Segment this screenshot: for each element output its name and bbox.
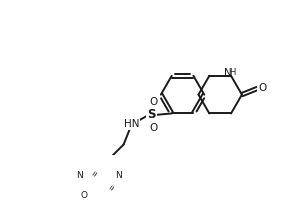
Text: O: O bbox=[258, 83, 266, 93]
Text: N: N bbox=[224, 68, 232, 78]
Text: O: O bbox=[149, 123, 157, 133]
Text: N: N bbox=[115, 171, 122, 180]
Text: =: = bbox=[106, 183, 117, 193]
Text: H: H bbox=[230, 68, 236, 77]
Text: O: O bbox=[149, 97, 157, 107]
Text: S: S bbox=[147, 108, 156, 121]
Text: =: = bbox=[89, 169, 100, 179]
Text: N: N bbox=[76, 171, 83, 180]
Text: HN: HN bbox=[124, 119, 139, 129]
Text: O: O bbox=[81, 191, 88, 200]
